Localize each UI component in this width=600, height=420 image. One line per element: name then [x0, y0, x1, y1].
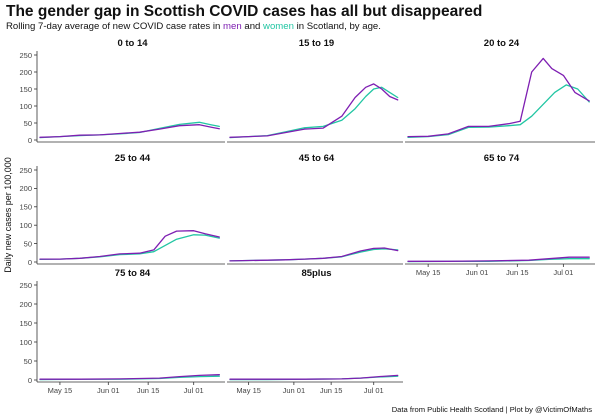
series-line-men	[39, 374, 220, 380]
y-tick-label: 150	[19, 203, 32, 212]
y-axis-label: Daily new cases per 100,000	[3, 157, 13, 273]
facet-panel: 45 to 64	[227, 153, 403, 265]
facet-panel: 85plus May 15 Jun 01 Jun 15 Jul 01	[227, 268, 403, 395]
x-tick-label: Jun 01	[283, 386, 306, 395]
y-tick-label: 250	[19, 166, 32, 175]
y-tick-label: 200	[19, 184, 32, 193]
y-tick-label: 0	[28, 136, 32, 145]
y-tick-label: 250	[19, 51, 32, 60]
subtitle-men-key: men	[223, 21, 242, 32]
x-tick-label: Jul 01	[364, 386, 384, 395]
facet-panel: 15 to 19	[227, 38, 403, 143]
series-line-men	[39, 230, 220, 260]
facet-title: 85plus	[301, 268, 331, 279]
x-tick-label: Jun 15	[320, 386, 343, 395]
y-tick-label: 100	[19, 102, 32, 111]
facet-panel: 25 to 44 0 50 100 150 200 250	[19, 153, 225, 267]
series-line-men	[229, 83, 399, 138]
subtitle-women-key: women	[263, 21, 294, 32]
facet-title: 45 to 64	[299, 153, 335, 164]
y-tick-label: 50	[24, 357, 32, 366]
y-tick-label: 50	[24, 119, 32, 128]
series-line-women	[229, 86, 399, 139]
x-tick-label: Jun 15	[506, 268, 529, 277]
y-tick-label: 0	[28, 258, 32, 267]
chart-caption: Data from Public Health Scotland | Plot …	[391, 405, 592, 414]
facet-title: 75 to 84	[115, 268, 151, 279]
facet-panel: 0 to 14 0 50 100 150 200 250	[19, 38, 225, 145]
x-tick-label: May 15	[236, 386, 261, 395]
x-tick-label: Jun 01	[466, 268, 489, 277]
y-tick-label: 150	[19, 85, 32, 94]
facet-title: 20 to 24	[484, 38, 520, 49]
x-tick-label: Jun 01	[97, 386, 120, 395]
y-tick-label: 200	[19, 68, 32, 77]
y-tick-label: 50	[24, 239, 32, 248]
series-line-men	[229, 374, 399, 380]
facet-panel: 65 to 74 May 15 Jun 01 Jun 15 Jul 01	[405, 153, 595, 277]
y-tick-label: 150	[19, 319, 32, 328]
y-tick-label: 0	[28, 376, 32, 385]
x-tick-label: Jul 01	[184, 386, 204, 395]
facet-title: 65 to 74	[484, 153, 520, 164]
series-line-men	[407, 256, 590, 262]
y-tick-label: 250	[19, 281, 32, 290]
subtitle-and: and	[241, 21, 264, 32]
subtitle-prefix: Rolling 7-day average of new COVID case …	[6, 21, 224, 32]
x-tick-label: Jul 01	[553, 268, 573, 277]
series-line-men	[407, 57, 590, 138]
x-tick-label: May 15	[48, 386, 73, 395]
subtitle-suffix: in Scotland, by age.	[293, 21, 381, 32]
x-tick-label: Jun 15	[137, 386, 160, 395]
y-tick-label: 100	[19, 338, 32, 347]
series-line-men	[39, 124, 220, 138]
y-tick-label: 100	[19, 221, 32, 230]
facet-title: 15 to 19	[299, 38, 334, 49]
facet-title: 0 to 14	[117, 38, 148, 49]
facet-panel: 75 to 84 0 50 100 150 200 250 May 15 Jun 01 Jun 1…	[19, 268, 225, 395]
facet-panel: 20 to 24	[405, 38, 595, 143]
facet-title: 25 to 44	[115, 153, 151, 164]
chart-subtitle: Rolling 7-day average of new COVID case …	[6, 21, 381, 32]
y-tick-label: 200	[19, 300, 32, 309]
chart-title: The gender gap in Scottish COVID cases h…	[6, 3, 483, 20]
series-line-men	[229, 247, 399, 262]
x-tick-label: May 15	[416, 268, 441, 277]
series-line-women	[39, 234, 220, 261]
series-line-women	[407, 84, 590, 138]
